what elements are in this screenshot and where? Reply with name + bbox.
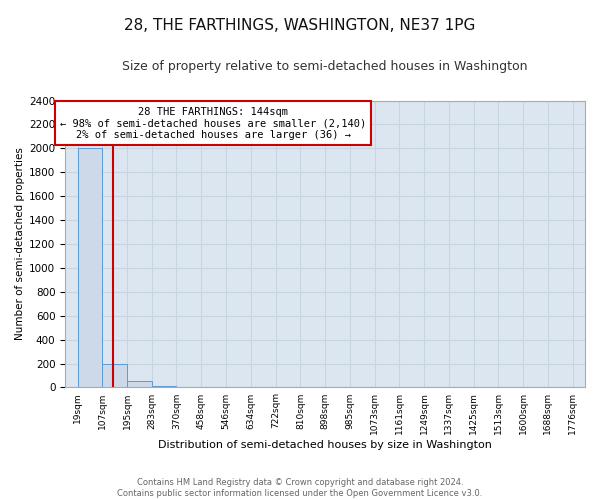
Title: Size of property relative to semi-detached houses in Washington: Size of property relative to semi-detach…	[122, 60, 528, 73]
Text: Contains HM Land Registry data © Crown copyright and database right 2024.
Contai: Contains HM Land Registry data © Crown c…	[118, 478, 482, 498]
Text: 28, THE FARTHINGS, WASHINGTON, NE37 1PG: 28, THE FARTHINGS, WASHINGTON, NE37 1PG	[124, 18, 476, 32]
Bar	[201, 387, 226, 388]
Bar	[103, 364, 127, 388]
Text: 28 THE FARTHINGS: 144sqm
← 98% of semi-detached houses are smaller (2,140)
2% of: 28 THE FARTHINGS: 144sqm ← 98% of semi-d…	[60, 106, 366, 140]
Bar	[152, 386, 176, 388]
Bar	[77, 148, 103, 388]
X-axis label: Distribution of semi-detached houses by size in Washington: Distribution of semi-detached houses by …	[158, 440, 492, 450]
Bar	[127, 382, 152, 388]
Y-axis label: Number of semi-detached properties: Number of semi-detached properties	[15, 148, 25, 340]
Bar	[176, 386, 201, 388]
